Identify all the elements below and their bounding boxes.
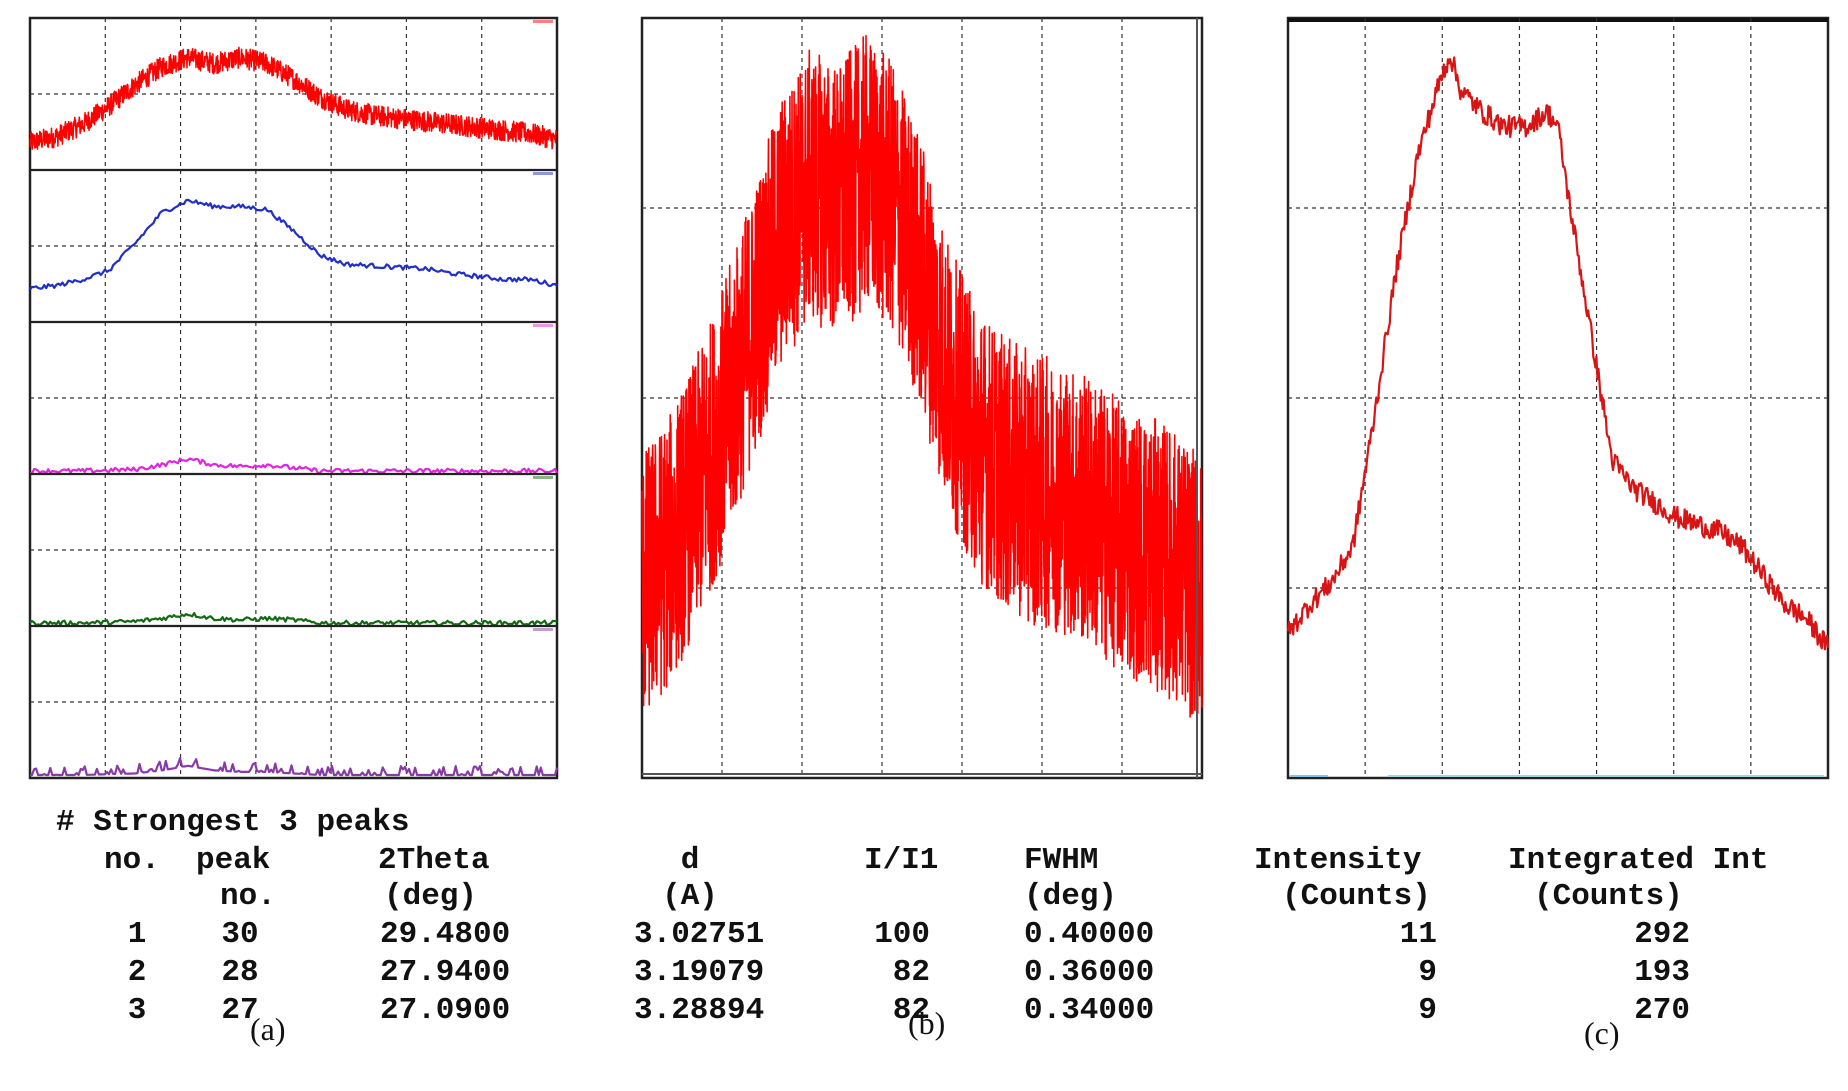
peak-table-cell-r3-c6: 0.34000 bbox=[1024, 993, 1154, 1028]
panel-a-strip-1-corner-tag bbox=[533, 20, 553, 23]
peak-table-cell-r1-c8: 292 bbox=[1634, 917, 1690, 952]
peak-table-cell-r2-c1: 2 bbox=[128, 955, 147, 990]
peak-table-cell-r3-c8: 270 bbox=[1634, 993, 1690, 1028]
peak-table-subheader-6: (deg) bbox=[1024, 879, 1117, 914]
panel-a-strip-5-corner-tag bbox=[533, 628, 553, 631]
peak-table-subheader-3: (deg) bbox=[384, 879, 477, 914]
panel-a-strip-3-corner-tag bbox=[533, 324, 553, 327]
panel-a-strip-2-corner-tag bbox=[533, 172, 553, 175]
peak-table-cell-r2-c7: 9 bbox=[1418, 955, 1437, 990]
peak-table-title: # Strongest 3 peaks bbox=[56, 805, 409, 840]
panel-a-series-1-line bbox=[29, 46, 558, 150]
peak-table-cell-r3-c4: 3.28894 bbox=[634, 993, 764, 1028]
panel-a-frame bbox=[28, 16, 559, 780]
peak-table-cell-r2-c8: 193 bbox=[1634, 955, 1690, 990]
peak-table-header-8: Integrated Int bbox=[1508, 843, 1768, 878]
peak-table-header-5: I/I1 bbox=[864, 843, 938, 878]
peak-table-cell-r2-c4: 3.19079 bbox=[634, 955, 764, 990]
peak-table-cell-r1-c4: 3.02751 bbox=[634, 917, 764, 952]
panel-a-chart bbox=[28, 16, 559, 780]
peak-table-cell-r1-c3: 29.4800 bbox=[380, 917, 510, 952]
peak-table-cell-r3-c2: 27 bbox=[221, 993, 258, 1028]
panel-a-series-2-line bbox=[29, 198, 558, 291]
peak-table: # Strongest 3 peaks no. peakno.2Theta(deg… bbox=[56, 805, 1768, 1028]
peak-table-cell-r3-c5: 82 bbox=[893, 993, 930, 1028]
peak-table-cell-r1-c6: 0.40000 bbox=[1024, 917, 1154, 952]
peak-table-subheader-2: no. bbox=[220, 879, 276, 914]
peak-table-header-1: no. bbox=[104, 843, 160, 878]
panel-c-chart bbox=[1286, 16, 1830, 780]
peak-table-header-6: FWHM bbox=[1024, 843, 1098, 878]
peak-table-header-7: Intensity bbox=[1254, 843, 1422, 878]
peak-table-subheader-4: (A) bbox=[662, 879, 718, 914]
peak-table-header-2: peak bbox=[196, 843, 270, 878]
peak-table-cell-r1-c1: 1 bbox=[128, 917, 147, 952]
peak-table-subheader-8: (Counts) bbox=[1534, 879, 1683, 914]
panel-a-strip-4-corner-tag bbox=[533, 476, 553, 479]
peak-table-cell-r3-c7: 9 bbox=[1418, 993, 1437, 1028]
peak-table-subheader-7: (Counts) bbox=[1282, 879, 1431, 914]
peak-table-cell-r1-c5: 100 bbox=[874, 917, 930, 952]
panel-b-series-1-line bbox=[641, 34, 1203, 718]
peak-table-cell-r2-c5: 82 bbox=[893, 955, 930, 990]
peak-table-header-3: 2Theta bbox=[378, 843, 490, 878]
peak-table-cell-r1-c7: 11 bbox=[1400, 917, 1437, 952]
peak-table-cell-r2-c3: 27.9400 bbox=[380, 955, 510, 990]
panel-a-series-5-line bbox=[30, 757, 559, 777]
peak-table-header-4: d bbox=[681, 843, 700, 878]
caption-a: (a) bbox=[250, 1011, 286, 1047]
caption-b: (b) bbox=[908, 1005, 945, 1041]
peak-table-cell-r3-c3: 27.0900 bbox=[380, 993, 510, 1028]
peak-table-cell-r2-c6: 0.36000 bbox=[1024, 955, 1154, 990]
caption-c: (c) bbox=[1584, 1015, 1620, 1051]
peak-table-cell-r2-c2: 28 bbox=[221, 955, 258, 990]
peak-table-cell-r3-c1: 3 bbox=[128, 993, 147, 1028]
peak-table-cell-r1-c2: 30 bbox=[221, 917, 258, 952]
panel-a-series-3-line bbox=[29, 457, 558, 475]
panel-b-chart bbox=[640, 16, 1204, 780]
panel-c-series-1-line bbox=[1286, 56, 1830, 651]
